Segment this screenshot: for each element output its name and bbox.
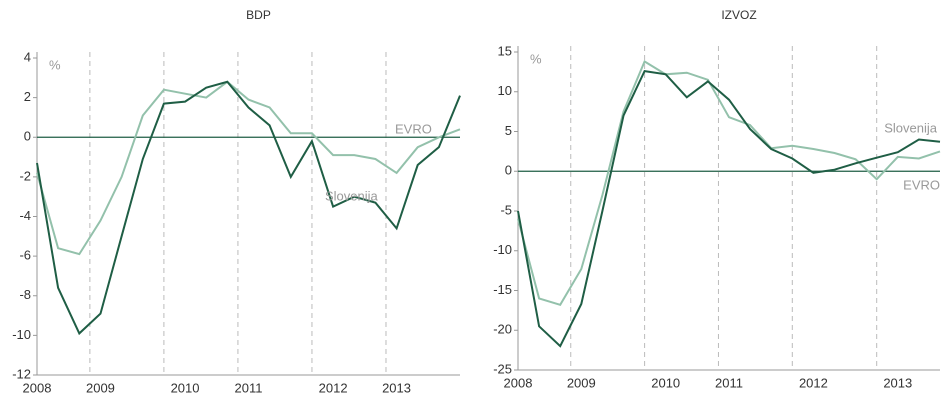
y-tick-label: -6 (19, 248, 31, 263)
chart-title: IZVOZ (721, 8, 756, 22)
x-tick-label: 2013 (382, 380, 411, 395)
x-tick-label: 2013 (883, 375, 912, 390)
series-label: EVRO (395, 121, 432, 136)
series-label: Slovenija (325, 188, 379, 203)
series-line (517, 60, 941, 306)
x-tick-label: 2010 (171, 380, 200, 395)
y-tick-label: -8 (19, 287, 31, 302)
y-tick-label: -25 (493, 361, 512, 376)
series-label: EVRO (903, 177, 940, 192)
x-tick-label: 2011 (235, 380, 263, 395)
series-line (36, 80, 461, 336)
y-tick-label: 5 (505, 123, 512, 138)
y-tick-label: -12 (12, 366, 31, 381)
x-tick-label: 2011 (715, 375, 743, 390)
y-tick-label: -4 (19, 208, 31, 223)
y-tick-label: 4 (24, 49, 31, 64)
x-tick-label: 2008 (504, 375, 533, 390)
x-tick-label: 2008 (23, 380, 52, 395)
y-tick-label: -10 (12, 327, 31, 342)
y-tick-label: -20 (493, 322, 512, 337)
x-tick-label: 2009 (567, 375, 596, 390)
y-tick-label: 10 (498, 83, 512, 98)
series-line (36, 80, 461, 256)
y-unit: % (530, 51, 542, 66)
y-tick-label: 0 (24, 129, 31, 144)
x-tick-label: 2012 (799, 375, 828, 390)
x-tick-label: 2010 (651, 375, 680, 390)
series-line (517, 69, 941, 348)
x-tick-label: 2009 (86, 380, 115, 395)
series-label: Slovenija (884, 120, 938, 135)
y-tick-label: 2 (24, 89, 31, 104)
y-tick-label: 0 (505, 163, 512, 178)
y-tick-label: -2 (19, 168, 31, 183)
y-tick-label: -15 (493, 282, 512, 297)
chart-title: BDP (246, 8, 271, 22)
y-tick-label: 15 (498, 43, 512, 58)
y-unit: % (49, 57, 61, 72)
y-tick-label: -10 (493, 242, 512, 257)
y-tick-label: -5 (500, 202, 512, 217)
x-tick-label: 2012 (319, 380, 348, 395)
